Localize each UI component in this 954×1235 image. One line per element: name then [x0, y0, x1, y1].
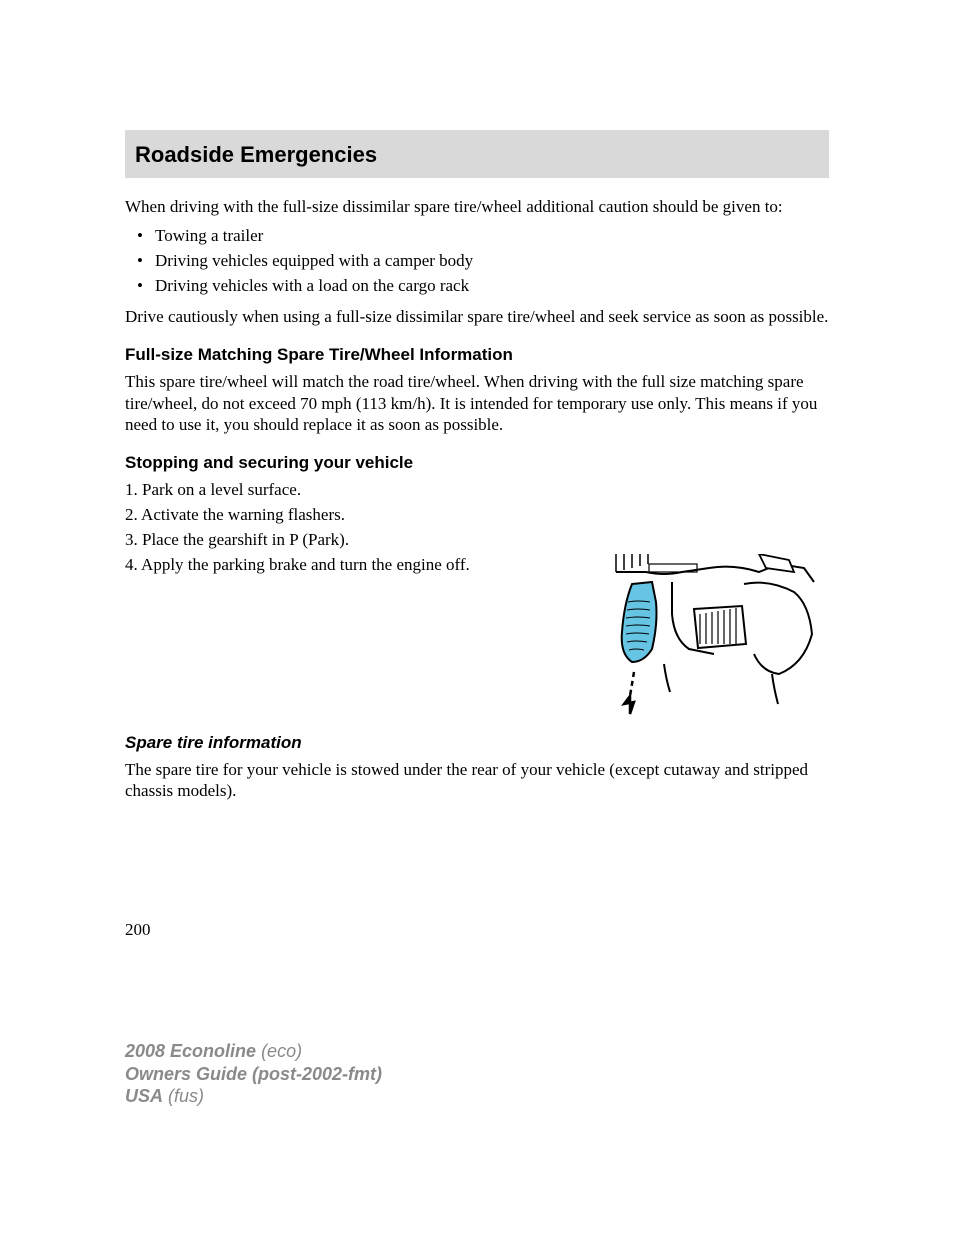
caution-bullet-list: Towing a trailer Driving vehicles equipp… — [125, 225, 829, 298]
footer-model-code: (eco) — [256, 1041, 302, 1061]
section-header-bar: Roadside Emergencies — [125, 130, 829, 178]
section-heading-stopping: Stopping and securing your vehicle — [125, 453, 829, 473]
section-title: Roadside Emergencies — [135, 142, 819, 168]
page-number: 200 — [125, 920, 151, 940]
intro-paragraph: When driving with the full-size dissimil… — [125, 196, 829, 217]
step-4: 4. Apply the parking brake and turn the … — [125, 554, 574, 577]
step-2: 2. Activate the warning flashers. — [125, 504, 829, 527]
step-1: 1. Park on a level surface. — [125, 479, 829, 502]
subsection-heading-spare-tire: Spare tire information — [125, 733, 829, 753]
document-footer: 2008 Econoline (eco) Owners Guide (post-… — [125, 1040, 382, 1108]
footer-line-2: Owners Guide (post-2002-fmt) — [125, 1063, 382, 1086]
list-item: Driving vehicles with a load on the carg… — [143, 275, 829, 298]
caution-paragraph: Drive cautiously when using a full-size … — [125, 306, 829, 327]
section-heading-fullsize: Full-size Matching Spare Tire/Wheel Info… — [125, 345, 829, 365]
section1-text: This spare tire/wheel will match the roa… — [125, 371, 829, 435]
footer-region: USA — [125, 1086, 163, 1106]
parking-brake-diagram — [594, 554, 829, 719]
step-3: 3. Place the gearshift in P (Park). — [125, 529, 829, 552]
list-item: Towing a trailer — [143, 225, 829, 248]
footer-line-1: 2008 Econoline (eco) — [125, 1040, 382, 1063]
footer-line-3: USA (fus) — [125, 1085, 382, 1108]
footer-model: 2008 Econoline — [125, 1041, 256, 1061]
section3-text: The spare tire for your vehicle is stowe… — [125, 759, 829, 802]
footer-region-code: (fus) — [163, 1086, 204, 1106]
list-item: Driving vehicles equipped with a camper … — [143, 250, 829, 273]
